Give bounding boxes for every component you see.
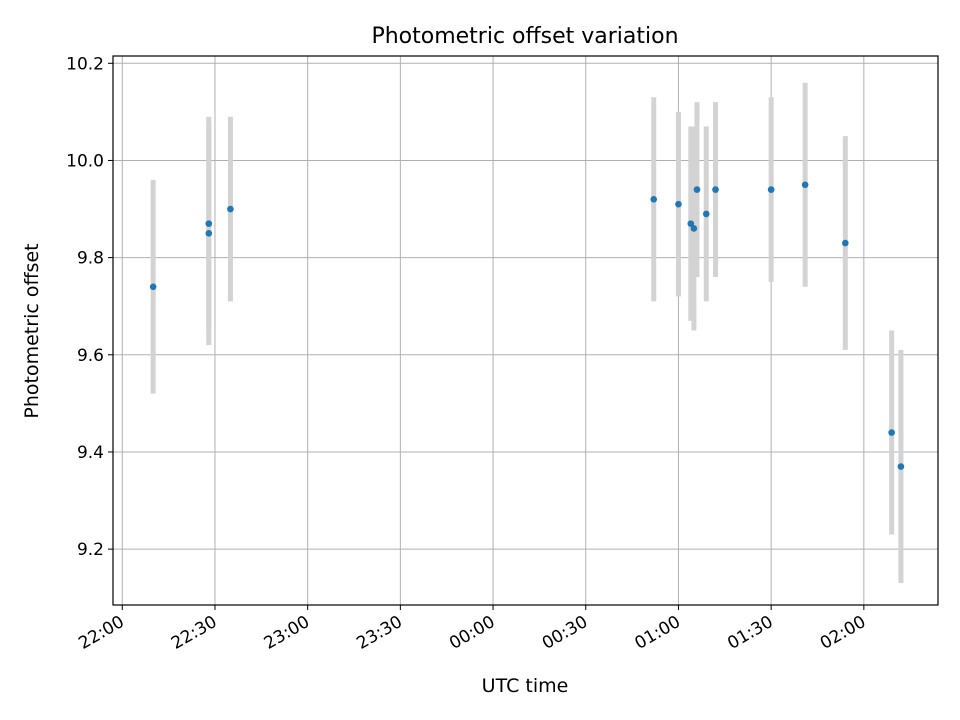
data-point [205,230,213,237]
data-point [702,210,710,218]
data-point [227,205,234,213]
data-point [712,186,719,193]
y-tick-label: 10.0 [66,151,104,171]
data-point [842,239,849,247]
data-point [675,200,682,208]
y-axis-label: Photometric offset [21,243,43,418]
data-point [690,225,698,232]
x-axis-label: UTC time [482,675,569,697]
data-point [801,181,809,189]
y-tick-label: 9.6 [77,346,104,366]
y-tick-label: 10.2 [66,54,104,74]
data-point [897,463,905,470]
data-points [149,181,905,470]
plot-frame [112,55,939,606]
data-point [205,220,213,227]
data-point [767,186,775,193]
y-axis-ticks: 9.2 9.4 9.6 9.8 10.0 10.2 [66,54,113,560]
grid [113,56,938,605]
data-point [888,429,895,436]
y-tick-label: 9.8 [77,249,104,269]
y-tick-label: 9.2 [77,540,104,560]
chart-title: Photometric offset variation [371,24,678,49]
data-point [149,283,157,291]
y-tick-label: 9.4 [77,443,104,463]
data-point [693,186,701,193]
data-point [650,196,658,203]
data-point [687,220,695,227]
